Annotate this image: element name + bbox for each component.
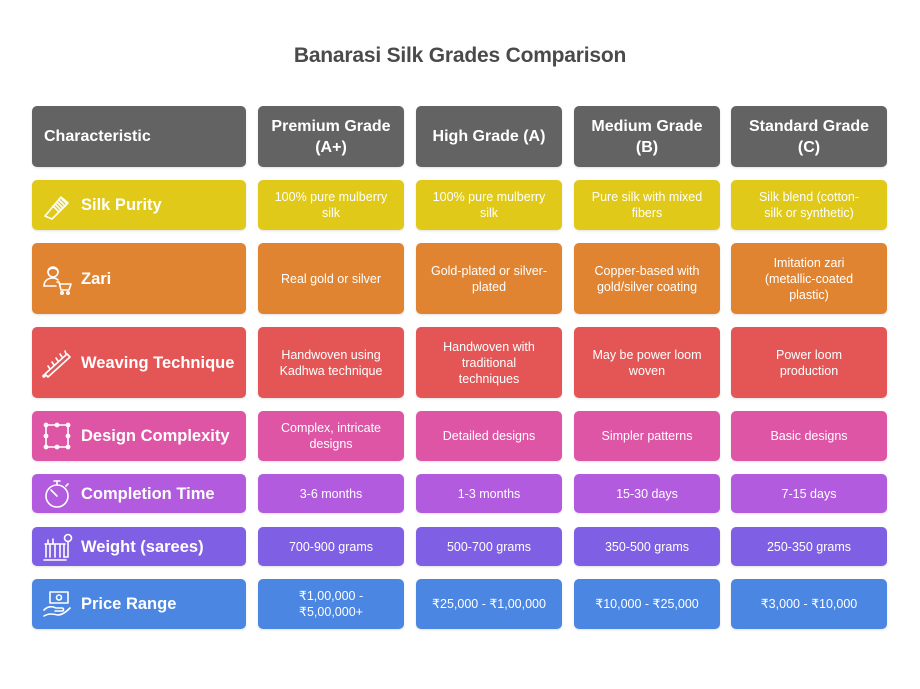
design-frame-icon: [40, 419, 74, 453]
cell-text: 3-6 months: [299, 486, 363, 501]
cell-price-standard: ₹3,000 - ₹10,000: [731, 579, 887, 629]
row-label-text: Design Complexity: [81, 427, 230, 445]
person-cart-icon: [40, 262, 74, 296]
cell-silk-purity-premium: 100% pure mulberry silk: [258, 180, 404, 230]
cell-weight-high: 500-700 grams: [416, 527, 562, 566]
row-label-text: Silk Purity: [81, 196, 162, 214]
cell-design-standard: Basic designs: [731, 411, 887, 461]
header-characteristic: Characteristic: [32, 106, 246, 167]
cell-text: Pure silk with mixed fibers: [591, 190, 703, 220]
header-premium-grade: Premium Grade (A+): [258, 106, 404, 167]
cell-text: 100% pure mulberry silk: [432, 190, 546, 220]
cell-zari-high: Gold-plated or silver-plated: [416, 243, 562, 314]
cell-text: Complex, intricate designs: [280, 421, 382, 451]
cell-weight-premium: 700-900 grams: [258, 527, 404, 566]
row-label-text: Price Range: [81, 595, 177, 613]
cell-time-standard: 7-15 days: [731, 474, 887, 513]
cell-text: 700-900 grams: [288, 539, 374, 554]
row-label-text: Completion Time: [81, 484, 215, 503]
cell-time-medium: 15-30 days: [574, 474, 720, 513]
row-label-weaving-technique: Weaving Technique: [32, 327, 246, 398]
cell-text: 500-700 grams: [446, 539, 532, 554]
cell-text: Power loom production: [776, 347, 842, 378]
cell-text: ₹25,000 - ₹1,00,000: [432, 597, 546, 611]
money-hand-icon: [40, 587, 74, 621]
header-high-grade: High Grade (A): [416, 106, 562, 167]
page-title: Banarasi Silk Grades Comparison: [293, 44, 627, 67]
cell-zari-standard: Imitation zari (metallic-coated plastic): [731, 243, 887, 314]
row-label-price-range: Price Range: [32, 579, 246, 629]
cell-text: 100% pure mulberry silk: [274, 190, 388, 220]
row-label-silk-purity: Silk Purity: [32, 180, 246, 230]
cell-text: ₹10,000 - ₹25,000: [595, 597, 699, 611]
loom-shuttle-icon: [40, 346, 74, 380]
cell-text: Handwoven using Kadhwa technique: [279, 347, 383, 378]
stopwatch-icon: [40, 477, 74, 511]
header-label: Standard Grade (C): [748, 117, 870, 156]
cell-text: May be power loom woven: [592, 347, 702, 378]
cell-design-medium: Simpler patterns: [574, 411, 720, 461]
weight-scale-icon: [40, 530, 74, 564]
cell-price-high: ₹25,000 - ₹1,00,000: [416, 579, 562, 629]
header-label: Medium Grade (B): [591, 117, 703, 156]
cell-text: 15-30 days: [616, 486, 678, 501]
cell-text: Imitation zari (metallic-coated plastic): [764, 255, 854, 302]
cell-weight-medium: 350-500 grams: [574, 527, 720, 566]
header-label: Premium Grade (A+): [271, 117, 391, 156]
cell-text: Simpler patterns: [601, 429, 693, 443]
row-label-weight: Weight (sarees): [32, 527, 246, 566]
cell-design-premium: Complex, intricate designs: [258, 411, 404, 461]
cell-text: ₹3,000 - ₹10,000: [760, 597, 858, 611]
cell-text: Detailed designs: [442, 429, 536, 443]
cell-silk-purity-standard: Silk blend (cotton-silk or synthetic): [731, 180, 887, 230]
cell-text: Gold-plated or silver-plated: [430, 263, 547, 294]
cell-weaving-medium: May be power loom woven: [574, 327, 720, 398]
header-label: High Grade (A): [432, 128, 546, 145]
cell-weaving-standard: Power loom production: [731, 327, 887, 398]
header-characteristic-label: Characteristic: [44, 128, 151, 145]
cell-price-medium: ₹10,000 - ₹25,000: [574, 579, 720, 629]
comb-icon: [40, 188, 74, 222]
header-medium-grade: Medium Grade (B): [574, 106, 720, 167]
row-label-text: Weight (sarees): [81, 537, 204, 556]
cell-weaving-high: Handwoven with traditional techniques: [416, 327, 562, 398]
row-label-zari: Zari: [32, 243, 246, 314]
row-label-text: Weaving Technique: [81, 353, 235, 372]
header-standard-grade: Standard Grade (C): [731, 106, 887, 167]
cell-text: 1-3 months: [457, 486, 521, 501]
cell-text: Basic designs: [770, 429, 848, 443]
cell-text: Real gold or silver: [280, 271, 382, 286]
cell-weaving-premium: Handwoven using Kadhwa technique: [258, 327, 404, 398]
cell-text: ₹1,00,000 - ₹5,00,000+: [298, 589, 364, 619]
cell-time-high: 1-3 months: [416, 474, 562, 513]
cell-weight-standard: 250-350 grams: [731, 527, 887, 566]
cell-price-premium: ₹1,00,000 - ₹5,00,000+: [258, 579, 404, 629]
cell-text: 350-500 grams: [604, 539, 690, 554]
cell-text: Copper-based with gold/silver coating: [594, 263, 700, 294]
cell-design-high: Detailed designs: [416, 411, 562, 461]
cell-text: 7-15 days: [781, 486, 837, 501]
cell-zari-premium: Real gold or silver: [258, 243, 404, 314]
cell-time-premium: 3-6 months: [258, 474, 404, 513]
cell-silk-purity-high: 100% pure mulberry silk: [416, 180, 562, 230]
cell-text: Handwoven with traditional techniques: [443, 339, 535, 386]
cell-zari-medium: Copper-based with gold/silver coating: [574, 243, 720, 314]
row-label-completion-time: Completion Time: [32, 474, 246, 513]
row-label-text: Zari: [81, 269, 112, 288]
row-label-design-complexity: Design Complexity: [32, 411, 246, 461]
cell-text: Silk blend (cotton-silk or synthetic): [758, 190, 860, 220]
cell-silk-purity-medium: Pure silk with mixed fibers: [574, 180, 720, 230]
cell-text: 250-350 grams: [766, 539, 852, 554]
